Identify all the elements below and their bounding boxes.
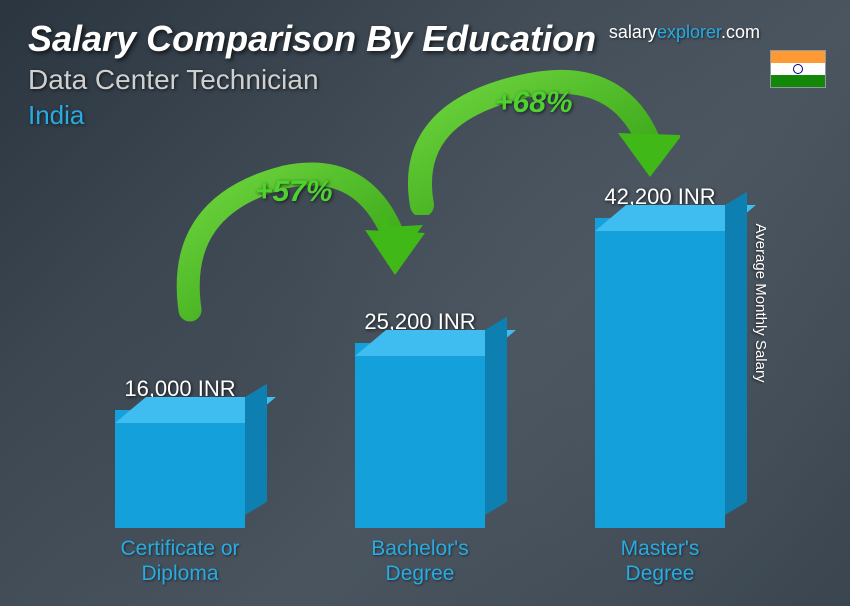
country-label: India	[28, 100, 84, 131]
flag-stripe-bottom	[771, 75, 825, 87]
page-title: Salary Comparison By Education	[28, 18, 596, 60]
bar-side-face	[245, 383, 267, 514]
bar-label: Certificate orDiploma	[120, 536, 239, 586]
page-subtitle: Data Center Technician	[28, 64, 319, 96]
bar-group: 25,200 INR Bachelor'sDegree	[325, 309, 515, 586]
bar-side-face	[725, 191, 747, 514]
pct-increase-2: +68%	[495, 86, 573, 120]
bar-3d	[595, 218, 725, 528]
bar-label: Master'sDegree	[621, 536, 700, 586]
bar-label: Bachelor'sDegree	[371, 536, 468, 586]
country-flag-icon	[770, 50, 826, 88]
attr-prefix: salary	[609, 22, 657, 42]
flag-stripe-mid	[771, 63, 825, 75]
bar-group: 16,000 INR Certificate orDiploma	[85, 376, 275, 586]
flag-chakra-icon	[793, 64, 803, 74]
bar-group: 42,200 INR Master'sDegree	[565, 184, 755, 586]
attr-accent: explorer	[657, 22, 721, 42]
bar-front-face	[355, 343, 485, 528]
bar-3d	[355, 343, 485, 528]
pct-increase-1: +57%	[255, 175, 333, 209]
attr-suffix: .com	[721, 22, 760, 42]
attribution: salaryexplorer.com	[609, 22, 760, 43]
bar-3d	[115, 410, 245, 528]
flag-stripe-top	[771, 51, 825, 63]
bar-front-face	[595, 218, 725, 528]
bar-front-face	[115, 410, 245, 528]
bar-side-face	[485, 316, 507, 514]
